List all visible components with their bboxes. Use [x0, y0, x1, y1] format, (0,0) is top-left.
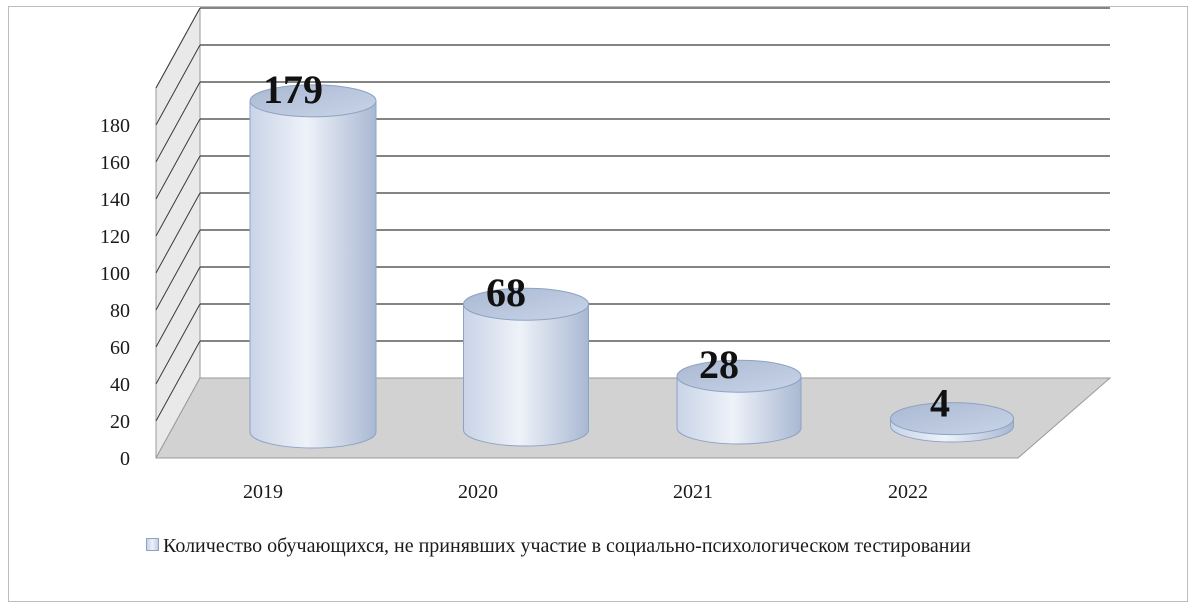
wall-gridline — [155, 118, 201, 200]
data-label-2022: 4 — [930, 381, 950, 426]
bar-top-2022 — [890, 402, 1014, 436]
legend-swatch — [146, 538, 159, 551]
wall-gridline — [155, 303, 201, 385]
wall-gridline — [155, 229, 201, 311]
y-tick-label: 100 — [100, 263, 130, 285]
y-tick-label: 120 — [100, 226, 130, 248]
bar-2021 — [676, 375, 802, 445]
x-category-label: 2021 — [673, 481, 713, 503]
y-tick-label: 160 — [100, 152, 130, 174]
data-label-2021: 28 — [699, 342, 739, 387]
x-category-label: 2020 — [458, 481, 498, 503]
wall-gridline — [155, 81, 201, 163]
y-tick-label: 80 — [110, 300, 130, 322]
x-category-label: 2022 — [888, 481, 928, 503]
wall-gridline — [155, 266, 201, 348]
bar-top-2019 — [249, 84, 377, 118]
wall-gridline — [155, 192, 201, 274]
y-tick-label: 0 — [120, 448, 130, 470]
legend-series-name: Количество обучающихся, не принявших уча… — [163, 535, 971, 557]
y-tick-label: 20 — [110, 411, 130, 433]
x-category-label: 2019 — [243, 481, 283, 503]
wall-gridline — [155, 155, 201, 237]
wall-gridline — [155, 44, 201, 126]
bar-2019 — [249, 100, 377, 449]
bar-top-2021 — [676, 359, 802, 393]
legend: Количество обучающихся, не принявших уча… — [146, 532, 1106, 560]
wall-gridline — [155, 7, 201, 89]
bar-2020 — [463, 303, 589, 447]
y-tick-label: 40 — [110, 374, 130, 396]
bar-top-2020 — [463, 287, 589, 321]
wall-gridline — [155, 340, 201, 422]
data-label-2019: 179 — [263, 67, 323, 112]
y-tick-label: 180 — [100, 115, 130, 137]
y-tick-label: 140 — [100, 189, 130, 211]
chart-floor — [155, 377, 1112, 459]
data-label-2020: 68 — [486, 270, 526, 315]
y-tick-label: 60 — [110, 337, 130, 359]
